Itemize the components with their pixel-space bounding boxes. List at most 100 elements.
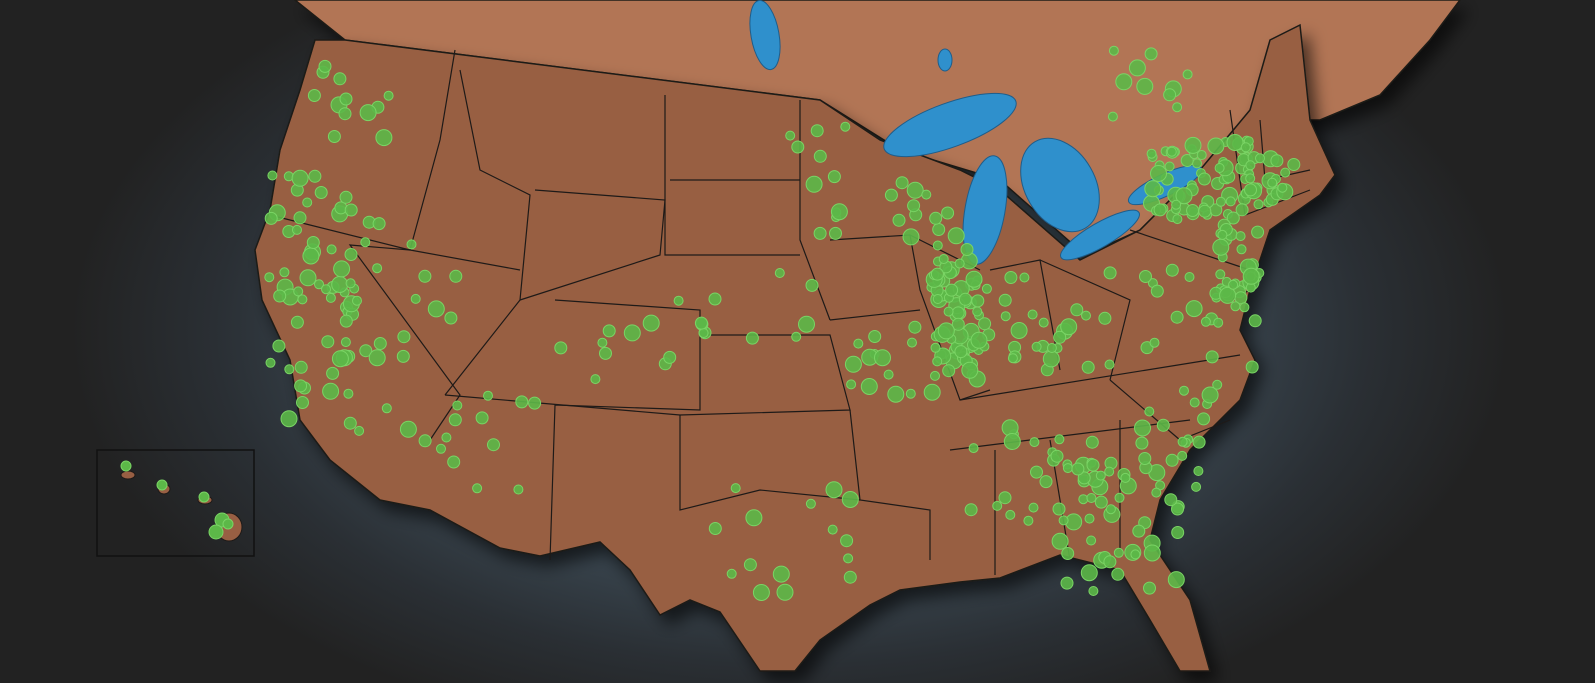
location-marker[interactable] [1108,45,1119,56]
location-marker[interactable] [280,410,298,428]
location-marker[interactable] [805,498,816,509]
location-marker[interactable] [528,396,542,410]
location-marker[interactable] [884,188,898,202]
location-marker[interactable] [965,270,983,288]
location-marker[interactable] [776,583,794,601]
location-marker[interactable] [1086,493,1097,503]
location-marker[interactable] [1244,183,1257,197]
location-marker[interactable] [1143,581,1156,595]
location-marker[interactable] [418,434,432,448]
location-marker[interactable] [844,355,862,373]
location-marker[interactable] [908,320,922,334]
location-marker[interactable] [302,247,320,265]
location-marker[interactable] [1230,301,1241,312]
location-marker[interactable] [1058,515,1069,526]
location-marker[interactable] [326,366,340,380]
location-marker[interactable] [663,350,677,364]
location-marker[interactable] [338,107,352,121]
location-marker[interactable] [1197,412,1211,426]
location-marker[interactable] [397,330,411,344]
location-marker[interactable] [372,263,383,274]
location-marker[interactable] [272,339,286,353]
location-marker[interactable] [352,295,362,306]
location-marker[interactable] [1029,437,1040,448]
location-marker[interactable] [1200,316,1211,327]
location-marker[interactable] [1165,263,1179,277]
location-marker[interactable] [1105,504,1116,515]
location-marker[interactable] [1061,547,1075,560]
location-marker[interactable] [321,284,331,295]
location-marker[interactable] [951,317,965,331]
location-marker[interactable] [951,306,965,320]
location-marker[interactable] [1235,203,1249,217]
location-marker[interactable] [452,400,463,411]
location-marker[interactable] [308,169,322,183]
location-marker[interactable] [1150,284,1164,298]
location-marker[interactable] [1251,225,1265,239]
location-marker[interactable] [1280,167,1291,178]
location-marker[interactable] [354,425,365,436]
location-marker[interactable] [930,370,940,381]
location-marker[interactable] [1028,502,1039,513]
location-marker[interactable] [1171,502,1184,516]
location-marker[interactable] [1023,515,1034,526]
location-marker[interactable] [673,295,684,306]
location-marker[interactable] [1196,150,1207,160]
location-marker[interactable] [360,237,371,248]
location-marker[interactable] [708,522,722,535]
location-marker[interactable] [441,432,452,443]
location-marker[interactable] [1007,353,1018,364]
location-marker[interactable] [1053,330,1067,344]
location-marker[interactable] [291,169,309,187]
location-marker[interactable] [1060,318,1078,336]
location-marker[interactable] [868,330,882,343]
location-marker[interactable] [791,140,805,154]
location-marker[interactable] [930,342,941,353]
location-marker[interactable] [1164,493,1178,507]
location-marker[interactable] [883,369,894,380]
location-marker[interactable] [1192,158,1202,169]
location-marker[interactable] [1171,199,1182,210]
location-marker[interactable] [427,300,445,318]
location-marker[interactable] [373,337,387,350]
location-marker[interactable] [929,211,943,225]
location-marker[interactable] [344,248,358,261]
location-marker[interactable] [333,72,347,86]
location-marker[interactable] [1030,465,1043,479]
location-marker[interactable] [1215,269,1226,280]
location-marker[interactable] [843,570,857,584]
location-marker[interactable] [396,349,410,363]
location-marker[interactable] [1081,360,1095,374]
location-marker[interactable] [1051,532,1069,550]
location-marker[interactable] [745,509,763,527]
location-marker[interactable] [294,360,308,374]
location-marker[interactable] [998,491,1012,505]
location-marker[interactable] [1185,300,1203,318]
location-marker[interactable] [1104,466,1115,477]
location-marker[interactable] [945,283,959,297]
location-marker[interactable] [299,269,317,287]
location-marker[interactable] [943,306,954,317]
location-marker[interactable] [1078,494,1089,505]
location-marker[interactable] [297,294,308,305]
location-marker[interactable] [1201,386,1219,404]
location-marker[interactable] [1192,435,1206,449]
location-marker[interactable] [1128,59,1146,77]
location-marker[interactable] [1088,586,1099,596]
location-marker[interactable] [1240,142,1251,153]
location-marker[interactable] [339,314,353,328]
location-marker[interactable] [1134,419,1151,437]
location-marker[interactable] [602,324,616,338]
location-marker[interactable] [597,337,608,348]
location-marker[interactable] [1046,343,1057,353]
location-marker[interactable] [1027,309,1038,320]
location-marker[interactable] [730,483,741,494]
location-marker[interactable] [932,240,943,251]
location-marker[interactable] [813,149,827,163]
location-marker[interactable] [1177,450,1188,461]
location-marker[interactable] [264,272,275,283]
location-marker[interactable] [1054,434,1065,445]
location-marker[interactable] [843,553,854,564]
location-marker[interactable] [813,226,827,240]
location-marker[interactable] [1005,509,1016,520]
